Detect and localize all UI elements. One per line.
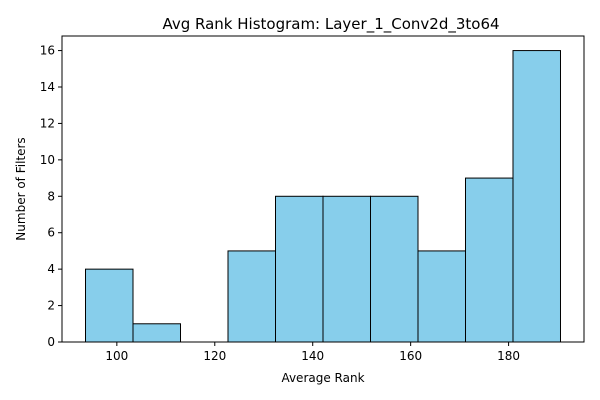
y-tick-label: 14 xyxy=(40,80,55,94)
y-tick-label: 8 xyxy=(47,189,55,203)
histogram-bar-1 xyxy=(85,268,134,343)
y-tick-label: 0 xyxy=(47,335,55,349)
chart-title: Avg Rank Histogram: Layer_1_Conv2d_3to64 xyxy=(162,15,499,34)
y-axis-label: Number of Filters xyxy=(14,137,28,240)
y-tick-label: 12 xyxy=(40,116,55,130)
bars-group xyxy=(85,50,561,343)
x-tick-label: 140 xyxy=(301,349,324,363)
x-tick-label: 160 xyxy=(399,349,422,363)
histogram-bar-9 xyxy=(464,177,514,343)
y-tick-label: 4 xyxy=(47,262,55,276)
y-tick-label: 2 xyxy=(47,299,55,313)
x-ticks-group: 100 120 140 160 180 xyxy=(105,342,520,363)
y-tick-label: 10 xyxy=(40,153,55,167)
histogram-bar-4 xyxy=(227,250,277,343)
plot-frame xyxy=(61,35,585,343)
y-ticks-group: 0 2 4 6 8 10 12 14 16 xyxy=(40,44,62,349)
x-tick-label: 180 xyxy=(497,349,520,363)
histogram-bar-6 xyxy=(322,195,371,343)
histogram-bar-2 xyxy=(132,323,182,343)
histogram-bar-5 xyxy=(275,195,324,343)
y-tick-label: 16 xyxy=(40,44,55,58)
x-tick-label: 100 xyxy=(105,349,128,363)
histogram-bar-10 xyxy=(512,50,561,343)
histogram-bar-7 xyxy=(369,195,419,343)
y-tick-label: 6 xyxy=(47,226,55,240)
histogram-bar-8 xyxy=(417,250,466,343)
x-axis-label: Average Rank xyxy=(281,371,364,385)
x-tick-label: 120 xyxy=(203,349,226,363)
